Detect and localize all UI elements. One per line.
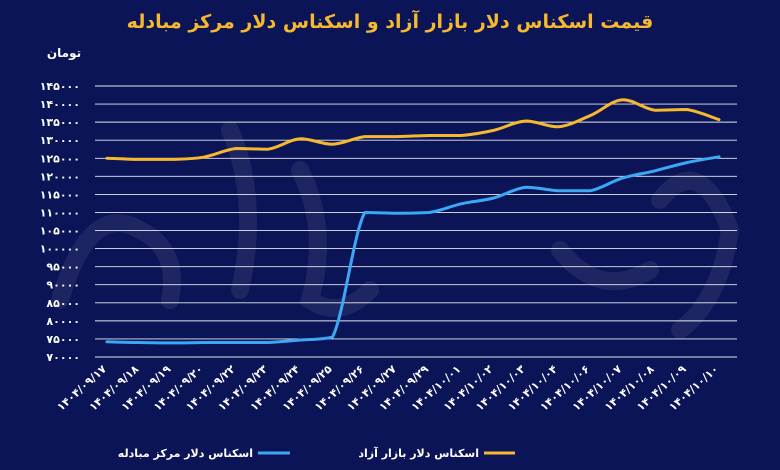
series-line-free-market (105, 98, 721, 161)
grid-lines (95, 85, 737, 358)
y-axis-ticks: ۷۰۰۰۰ ۷۵۰۰۰ ۸۰۰۰۰ ۸۵۰۰۰ ۹۰۰۰۰ ۹۵۰۰۰ ۱۰۰۰۰۰ ۱۰۵۰… (40, 80, 80, 364)
legend: اسکناس دلار بازار آزاد اسکناس دلار مرکز … (118, 446, 515, 460)
y-tick-label: ۱۰۰۰۰۰ (40, 243, 80, 256)
y-tick-label: ۸۰۰۰۰ (46, 315, 80, 328)
y-tick-label: ۹۰۰۰۰ (46, 279, 80, 292)
legend-label-free-market: اسکناس دلار بازار آزاد (358, 446, 479, 460)
y-tick-label: ۱۳۵۰۰۰ (40, 116, 80, 129)
y-tick-label: ۱۴۵۰۰۰ (40, 80, 80, 93)
y-tick-label: ۷۰۰۰۰ (46, 351, 80, 364)
y-axis-unit-label: تومان (47, 46, 81, 61)
y-tick-label: ۱۱۰۰۰۰ (40, 206, 80, 219)
y-tick-label: ۷۵۰۰۰ (46, 333, 80, 346)
y-tick-label: ۱۰۵۰۰۰ (40, 225, 80, 238)
y-tick-label: ۱۲۰۰۰۰ (40, 170, 80, 183)
legend-label-exchange-center: اسکناس دلار مرکز مبادله (118, 447, 253, 460)
y-tick-label: ۹۵۰۰۰ (46, 261, 80, 274)
series-lines (105, 98, 721, 345)
watermark-logo (51, 121, 740, 339)
y-tick-label: ۸۵۰۰۰ (46, 297, 80, 310)
x-axis-ticks: ۱۴۰۴/۰۹/۱۷۱۴۰۴/۰۹/۱۸۱۴۰۴/۰۹/۱۹۱۴۰۴/۰۹/۲۰… (54, 362, 721, 413)
y-tick-label: ۱۲۵۰۰۰ (40, 152, 80, 165)
y-tick-label: ۱۴۰۰۰۰ (40, 98, 80, 111)
chart-title: قیمت اسکناس دلار بازار آزاد و اسکناس دلا… (127, 9, 654, 33)
y-tick-label: ۱۳۰۰۰۰ (40, 134, 80, 147)
series-line-exchange-center (105, 155, 721, 345)
y-tick-label: ۱۱۵۰۰۰ (40, 188, 80, 201)
